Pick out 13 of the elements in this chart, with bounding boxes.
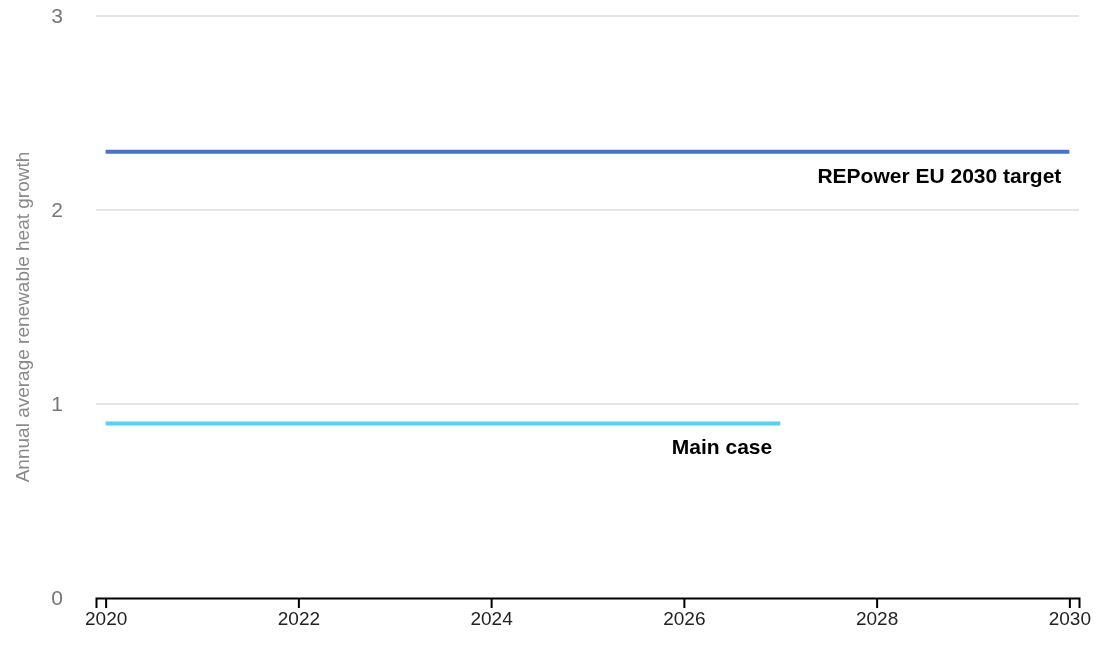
series-label: REPower EU 2030 target [817,163,1062,187]
y-tick-label: 0 [51,586,63,610]
x-tick-label: 2024 [470,608,514,630]
x-tick-label: 2020 [85,608,128,630]
y-axis-title: Annual average renewable heat growth [12,151,33,483]
x-tick-label: 2030 [1048,608,1091,630]
y-tick-label: 3 [51,4,63,28]
y-tick-label: 2 [51,198,63,222]
x-tick-label: 2028 [855,608,899,630]
x-tick-label: 2022 [277,608,321,630]
y-tick-label: 1 [51,392,63,416]
x-tick-label: 2026 [663,608,706,630]
series-label: Main case [671,435,773,459]
